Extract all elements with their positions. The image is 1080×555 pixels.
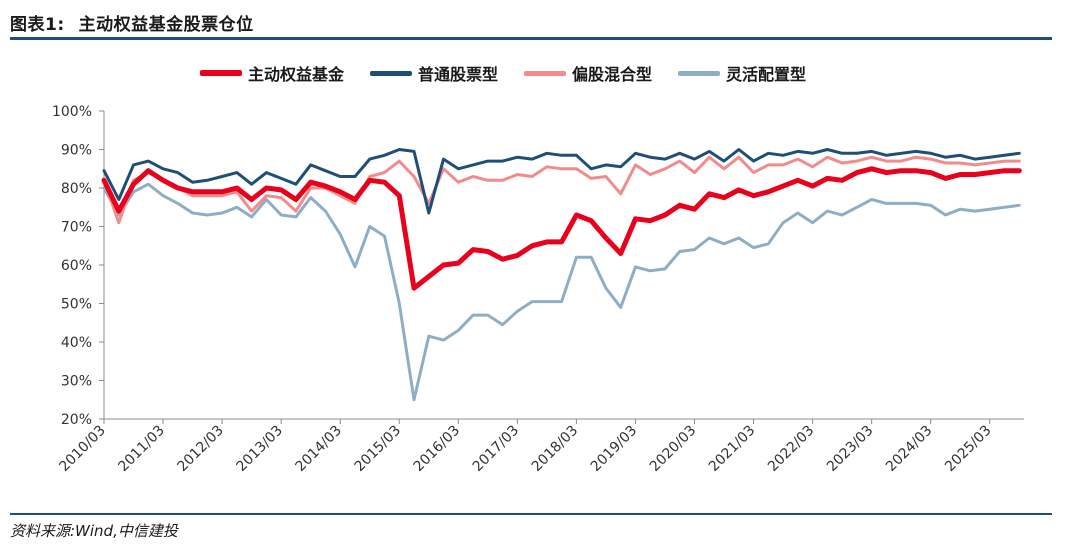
x-tick-label: 2012/03	[174, 423, 226, 475]
x-tick-label: 2022/03	[765, 423, 817, 475]
x-tick-label: 2015/03	[352, 423, 404, 475]
x-tick-label: 2018/03	[529, 423, 581, 475]
x-tick-label: 2010/03	[56, 423, 108, 475]
bottom-rule	[10, 513, 1052, 515]
y-tick-label: 60%	[61, 258, 92, 274]
x-tick-label: 2016/03	[411, 423, 463, 475]
x-tick-label: 2014/03	[293, 423, 345, 475]
source-note: 资料来源:Wind,中信建投	[10, 520, 178, 541]
x-tick-label: 2023/03	[824, 423, 876, 475]
y-tick-label: 50%	[61, 297, 92, 313]
y-tick-label: 40%	[61, 335, 92, 351]
y-tick-label: 80%	[61, 181, 92, 197]
y-tick-label: 70%	[61, 220, 92, 236]
line-chart: 20% 30% 40% 50% 60% 70% 80% 90% 100% 2010/03 2011/…	[0, 0, 1080, 510]
x-tick-label: 2011/03	[115, 423, 167, 475]
x-tick-label: 2017/03	[470, 423, 522, 475]
y-tick-label: 30%	[61, 374, 92, 390]
x-tick-label: 2024/03	[883, 423, 935, 475]
chart-series	[104, 150, 1019, 400]
x-tick-label: 2013/03	[234, 423, 286, 475]
x-tick-label: 2020/03	[647, 423, 699, 475]
series-line-active-equity	[104, 169, 1019, 288]
y-tick-label: 90%	[61, 143, 92, 159]
y-tick-label: 20%	[61, 412, 92, 428]
series-line-flexible	[104, 184, 1019, 400]
x-tick-label: 2019/03	[588, 423, 640, 475]
y-tick-label: 100%	[52, 104, 92, 120]
x-tick-label: 2025/03	[942, 423, 994, 475]
x-tick-label: 2021/03	[706, 423, 758, 475]
